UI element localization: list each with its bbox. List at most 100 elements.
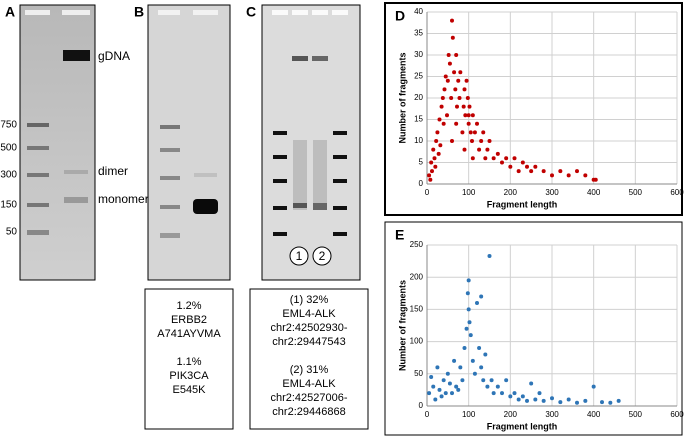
point [466, 113, 471, 118]
point [472, 130, 477, 135]
y-tick-label: 40 [414, 7, 423, 16]
point [479, 294, 484, 299]
point [439, 394, 444, 399]
point [463, 113, 468, 118]
gel-c: 1 2 [261, 4, 361, 281]
point [468, 333, 473, 338]
band-label: monomer [98, 192, 149, 206]
point [460, 130, 465, 135]
x-tick-label: 0 [425, 188, 430, 197]
note-line: 1.1% [176, 356, 201, 368]
point [442, 87, 447, 92]
x-axis-label: Fragment length [487, 199, 558, 209]
x-tick-label: 300 [545, 188, 559, 197]
x-tick-label: 300 [545, 410, 559, 419]
point [504, 378, 509, 383]
point [446, 53, 451, 57]
note-line: EML4-ALK [282, 378, 336, 390]
point [550, 173, 554, 178]
point [477, 346, 482, 351]
point [481, 130, 486, 135]
point [462, 346, 467, 351]
point [593, 177, 598, 182]
x-tick-label: 100 [462, 188, 476, 197]
point [550, 396, 554, 401]
point [512, 156, 517, 161]
point [431, 384, 436, 389]
point [443, 391, 448, 396]
point [456, 78, 461, 83]
x-tick-label: 600 [670, 188, 684, 197]
point [441, 378, 446, 383]
point [450, 18, 454, 23]
point [520, 394, 525, 399]
band-label: gDNA [98, 49, 130, 63]
point [467, 320, 472, 325]
point [456, 387, 461, 392]
point [447, 381, 452, 386]
point [558, 169, 563, 174]
ladder-label: 50 [6, 227, 18, 238]
point [500, 391, 504, 396]
point [436, 151, 441, 156]
point [427, 391, 432, 396]
point [495, 384, 500, 389]
y-tick-label: 35 [414, 29, 423, 38]
point [558, 400, 563, 405]
ladder-label: 300 [0, 170, 17, 181]
point [487, 253, 492, 258]
x-tick-label: 500 [629, 188, 643, 197]
point [458, 365, 463, 370]
panel-label: E [395, 227, 404, 243]
note-line: chr2:42527006- [270, 392, 347, 404]
point [467, 104, 472, 109]
point [472, 371, 477, 376]
x-tick-label: 200 [504, 410, 518, 419]
point [477, 147, 482, 152]
point [457, 96, 462, 100]
point [616, 398, 621, 403]
panel-label: D [395, 8, 405, 24]
point [440, 96, 445, 100]
point [429, 160, 434, 165]
note-line: chr2:29447543 [272, 336, 345, 348]
point [591, 384, 596, 389]
point [454, 121, 459, 126]
point [533, 164, 538, 169]
point [470, 139, 474, 143]
y-tick-label: 5 [419, 158, 424, 167]
lane-label: 2 [319, 249, 326, 263]
point [516, 169, 521, 174]
y-tick-label: 25 [414, 72, 423, 81]
point [443, 74, 448, 79]
point [566, 173, 571, 178]
y-tick-label: 50 [414, 369, 423, 378]
note-box [249, 288, 369, 430]
point [445, 78, 450, 83]
point [529, 381, 534, 386]
point [432, 156, 437, 161]
point [433, 164, 438, 169]
y-axis-label: Number of fragments [397, 52, 407, 143]
point [450, 139, 454, 143]
note-box [144, 288, 234, 430]
point [529, 169, 534, 174]
point [525, 164, 529, 169]
point [449, 96, 454, 100]
point [583, 173, 588, 178]
point [441, 121, 446, 126]
point [439, 104, 444, 109]
point [450, 391, 454, 396]
point [464, 78, 469, 83]
y-tick-label: 10 [414, 136, 423, 145]
point [433, 397, 438, 402]
point [454, 384, 459, 389]
x-tick-label: 100 [462, 410, 476, 419]
point [428, 177, 433, 182]
point [430, 169, 434, 174]
ladder-label: 750 [0, 120, 17, 131]
note-line: ERBB2 [171, 314, 207, 326]
point [533, 397, 538, 402]
note-line: chr2:42502930- [270, 322, 347, 334]
panel-label: A [5, 4, 15, 20]
